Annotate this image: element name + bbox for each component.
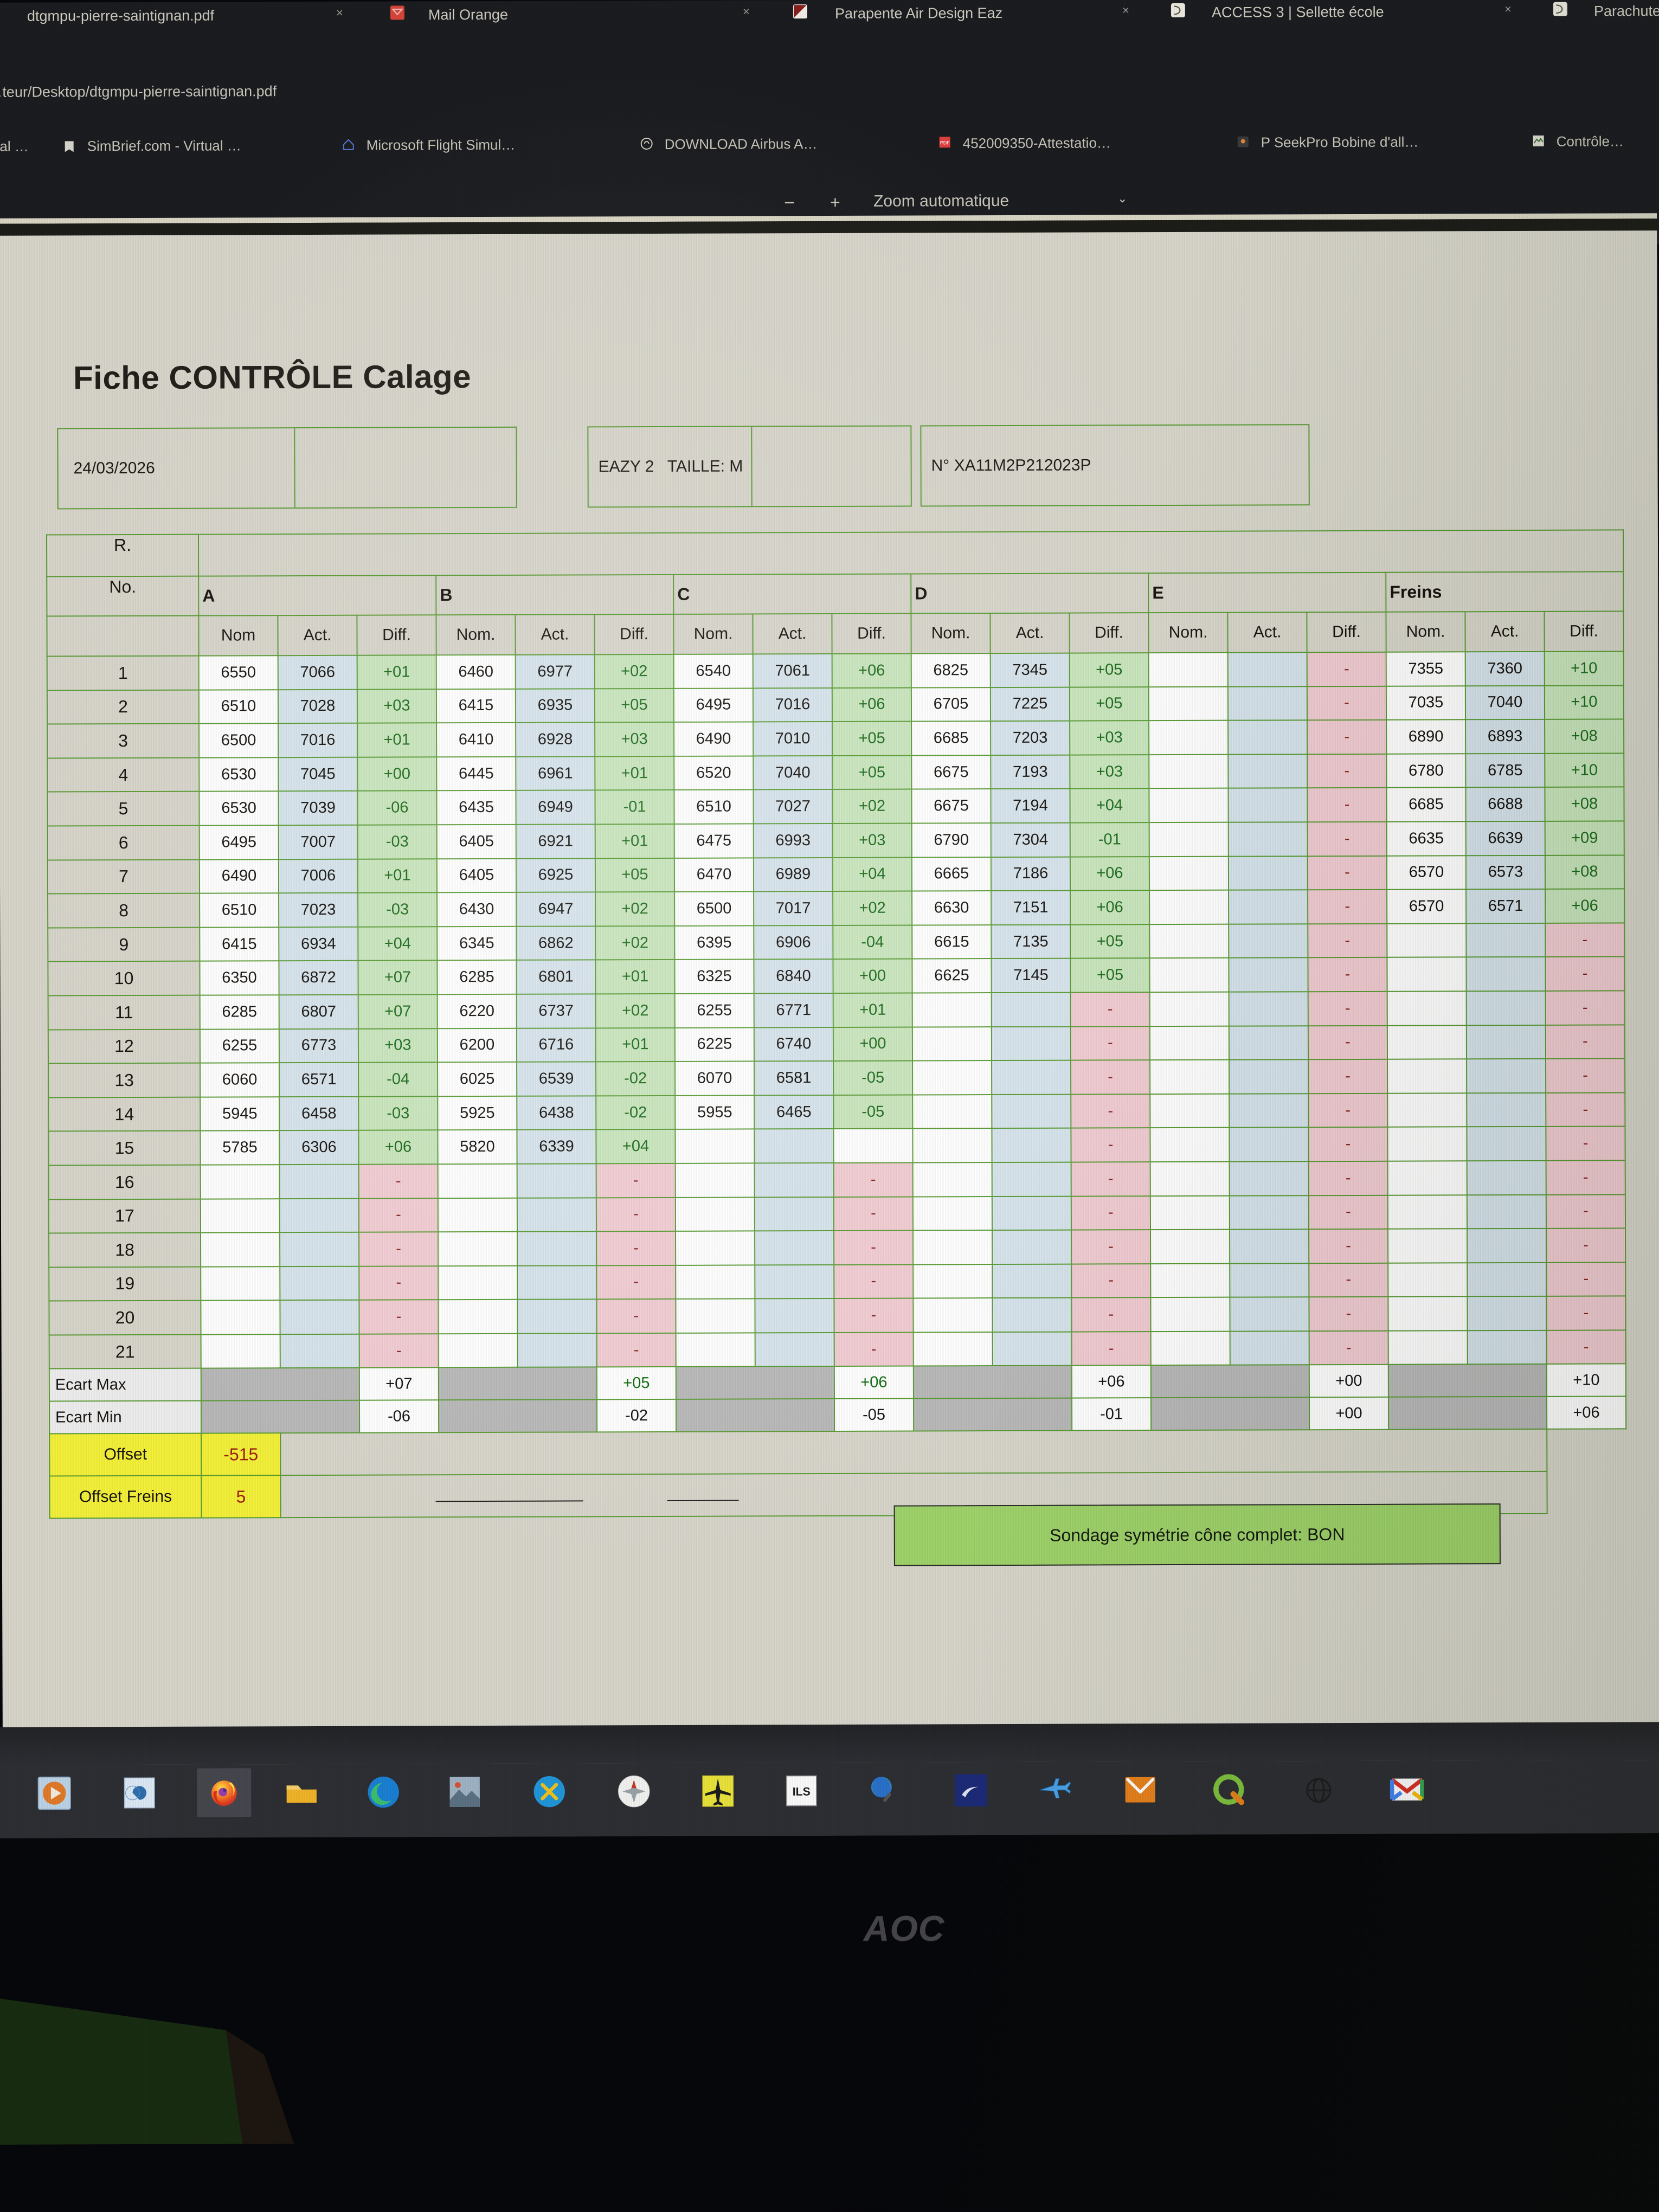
svg-text:ILS: ILS [793,1785,811,1798]
svg-text:PDF: PDF [940,140,950,145]
